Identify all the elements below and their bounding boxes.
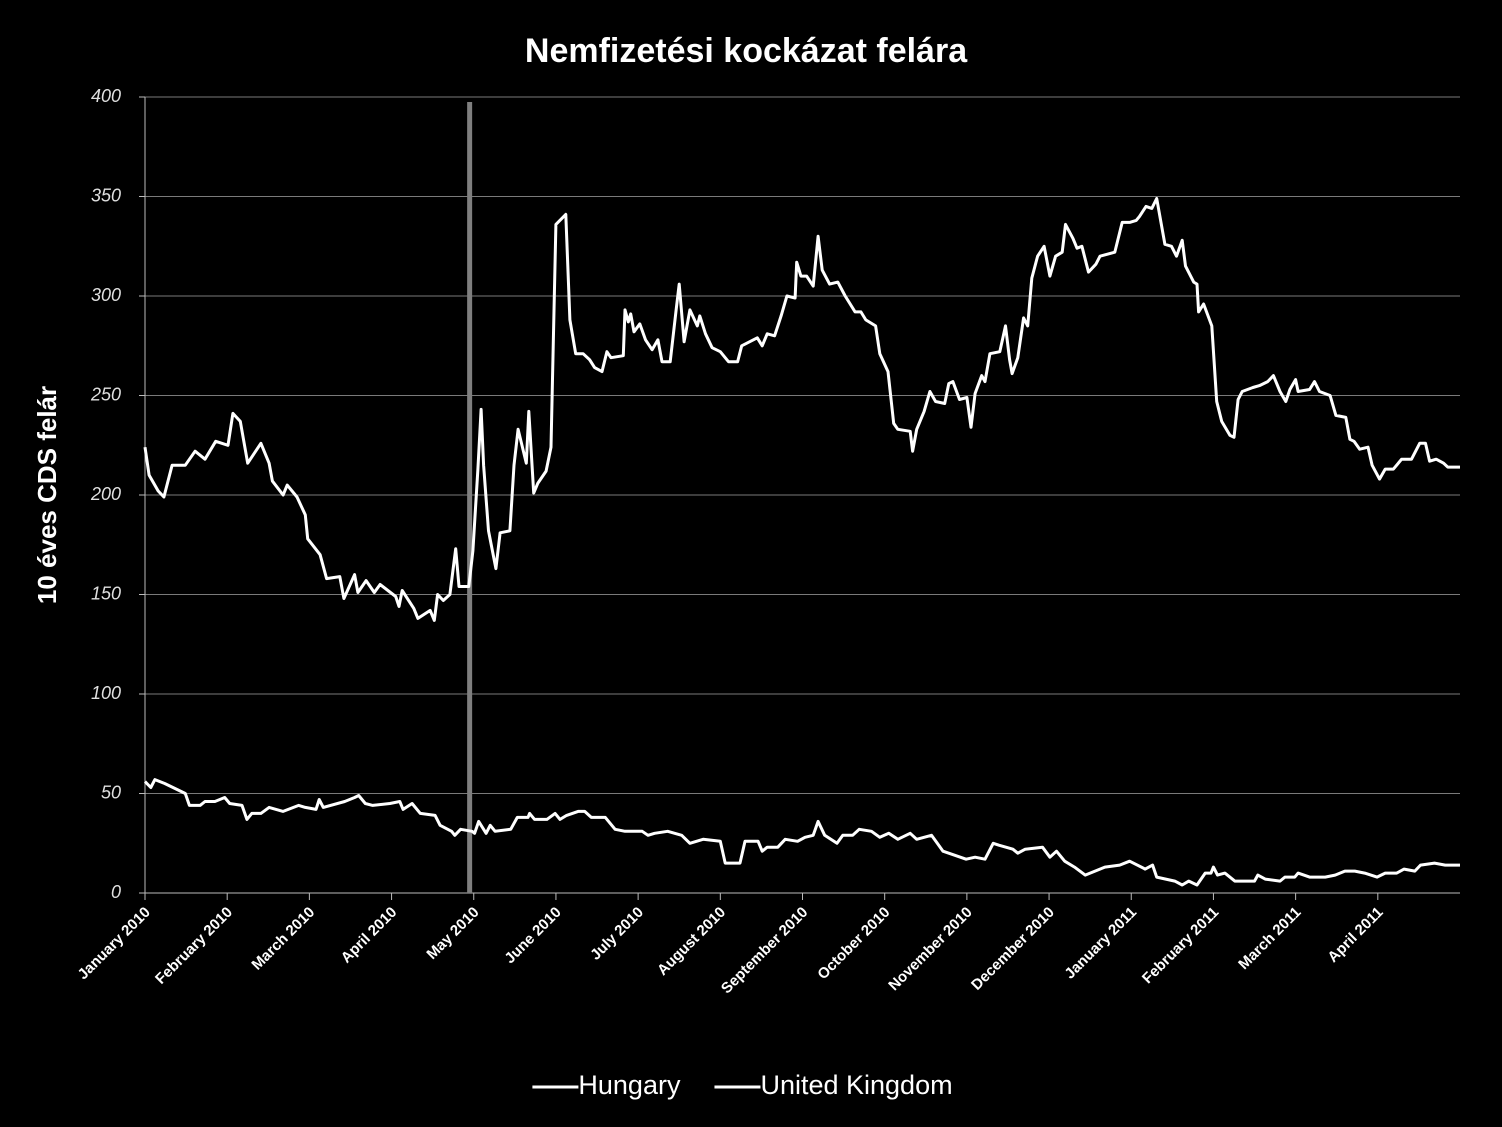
chart-title: Nemfizetési kockázat felára: [525, 32, 968, 70]
series-line: [143, 197, 1460, 622]
y-tick-label: 250: [90, 384, 121, 404]
y-tick-label: 350: [91, 185, 121, 205]
y-tick-label: 150: [91, 583, 121, 603]
y-tick-label: 300: [91, 285, 121, 305]
y-tick-label: 0: [111, 882, 121, 902]
y-tick-label: 400: [91, 86, 121, 106]
series-line: [143, 778, 1460, 887]
legend-label: United Kingdom: [760, 1070, 952, 1100]
y-tick-label: 50: [101, 782, 121, 802]
y-tick-label: 100: [91, 683, 121, 703]
legend-label: Hungary: [578, 1070, 681, 1100]
y-tick-label: 200: [90, 484, 121, 504]
y-axis-label: 10 éves CDS felár: [32, 386, 62, 604]
legend: Hungary United Kingdom: [532, 1070, 953, 1100]
